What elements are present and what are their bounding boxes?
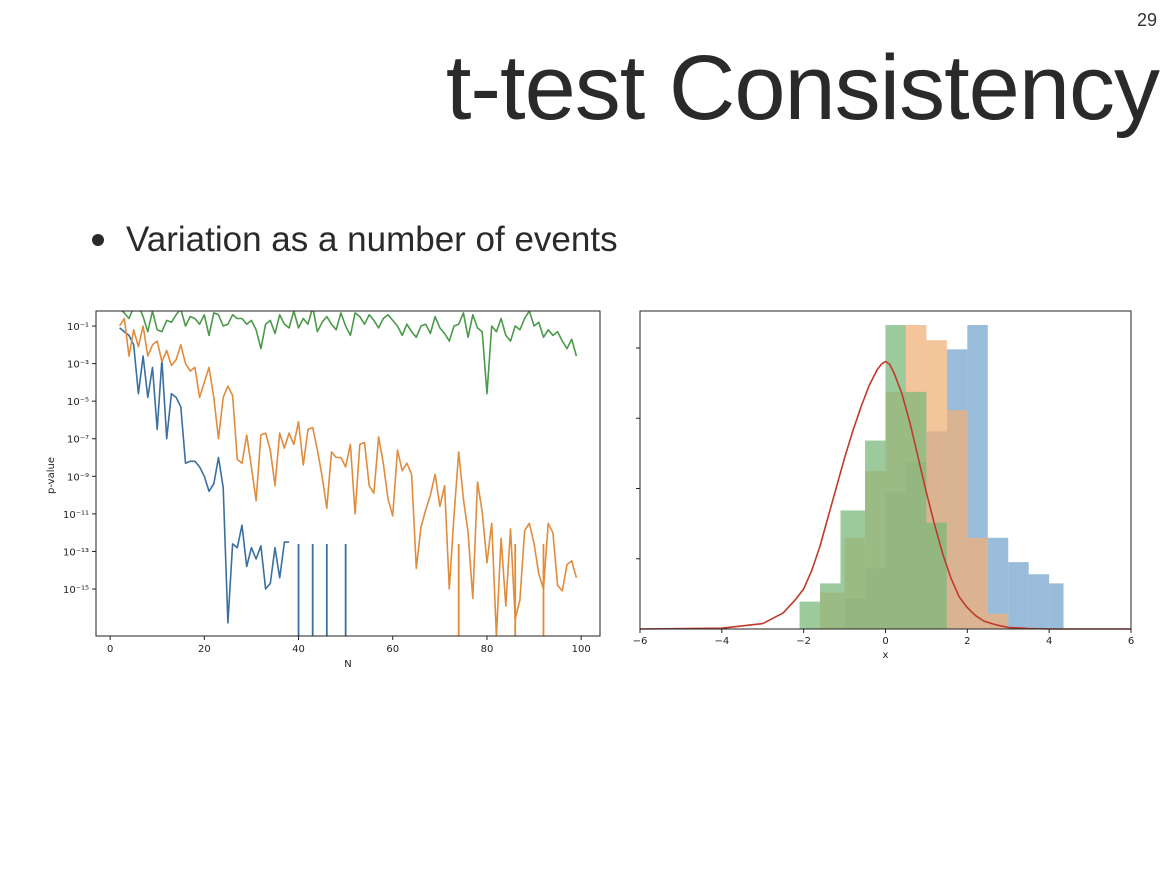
hist-x-tick-label: −6 bbox=[633, 636, 648, 647]
pvalue-y-tick-label: 10⁻⁹ bbox=[67, 472, 89, 483]
hist-x-tick-label: −2 bbox=[796, 636, 811, 647]
pvalue-series-line-2 bbox=[120, 311, 578, 395]
page-number: 29 bbox=[1136, 10, 1157, 30]
pvalue-plot-frame bbox=[95, 310, 601, 637]
pvalue-y-tick-label: 10⁻¹³ bbox=[63, 547, 89, 558]
hist-x-tick-label: 2 bbox=[964, 636, 970, 647]
hist-x-tick-label: −4 bbox=[714, 636, 729, 647]
pvalue-y-tick-label: 10⁻¹ bbox=[67, 322, 89, 333]
hist-bar-series-1 bbox=[987, 613, 1009, 629]
bullet-item: Variation as a number of events bbox=[92, 220, 618, 260]
pvalue-x-tick-label: 40 bbox=[292, 644, 305, 655]
hist-x-axis-label: x bbox=[883, 650, 889, 661]
pvalue-y-tick-label: 10⁻⁷ bbox=[67, 435, 89, 446]
hist-bar-series-1 bbox=[946, 410, 968, 629]
hist-bar-series-0 bbox=[1049, 583, 1064, 629]
pvalue-x-tick-label: 100 bbox=[572, 644, 591, 655]
pvalue-y-tick-label: 10⁻¹¹ bbox=[63, 510, 89, 521]
pvalue-series-line-1 bbox=[118, 317, 578, 636]
hist-bar-series-2 bbox=[905, 391, 927, 629]
hist-bar-series-2 bbox=[885, 325, 906, 629]
pvalue-x-tick-label: 80 bbox=[481, 644, 494, 655]
slide-title: t-test Consistency bbox=[445, 37, 1160, 139]
hist-bar-series-1 bbox=[967, 537, 988, 629]
density-curve bbox=[639, 360, 1131, 630]
pvalue-plot-area bbox=[118, 311, 578, 636]
pvalue-y-tick-label: 10⁻⁵ bbox=[67, 397, 89, 408]
hist-x-tick-label: 0 bbox=[882, 636, 888, 647]
hist-bar-series-2 bbox=[840, 510, 866, 629]
pvalue-x-tick-label: 60 bbox=[386, 644, 399, 655]
pvalue-y-tick-label: 10⁻¹⁵ bbox=[63, 585, 89, 596]
pvalue-x-axis-label: N bbox=[344, 659, 351, 670]
hist-x-tick-label: 6 bbox=[1128, 636, 1134, 647]
pvalue-series-line-0 bbox=[119, 327, 290, 624]
hist-bar-series-2 bbox=[865, 440, 886, 629]
hist-bar-series-2 bbox=[799, 601, 821, 629]
hist-bar-series-0 bbox=[1008, 562, 1029, 629]
pvalue-y-axis-label: p-value bbox=[46, 457, 57, 494]
pvalue-y-tick-label: 10⁻³ bbox=[67, 360, 89, 371]
hist-bar-series-2 bbox=[820, 583, 841, 629]
hist-bar-series-0 bbox=[1028, 574, 1050, 629]
hist-bar-series-0 bbox=[987, 537, 1009, 629]
pvalue-x-tick-label: 0 bbox=[107, 644, 113, 655]
pvalue-x-tick-label: 20 bbox=[198, 644, 211, 655]
bullet-text: Variation as a number of events bbox=[126, 220, 618, 259]
hist-x-tick-label: 4 bbox=[1046, 636, 1052, 647]
bullet-dot-icon bbox=[92, 233, 104, 246]
hist-bar-series-2 bbox=[926, 522, 947, 629]
